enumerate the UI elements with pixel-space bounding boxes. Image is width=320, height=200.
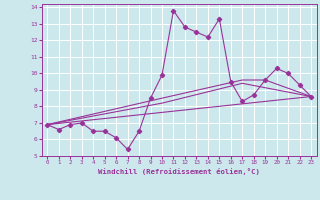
X-axis label: Windchill (Refroidissement éolien,°C): Windchill (Refroidissement éolien,°C) (98, 168, 260, 175)
